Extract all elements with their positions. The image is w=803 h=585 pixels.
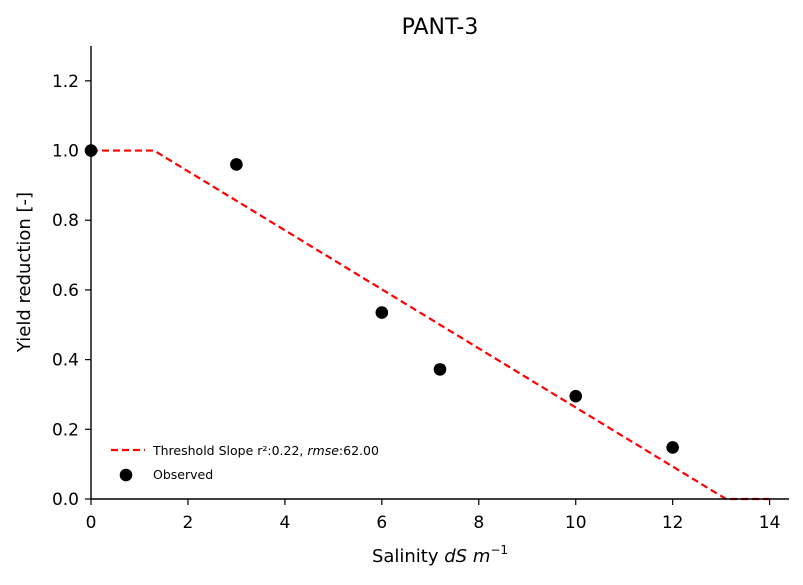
x-tick-label: 4 bbox=[279, 513, 290, 533]
x-axis-label-base: Salinity bbox=[372, 546, 444, 567]
x-axis-label-exponent: −1 bbox=[490, 543, 508, 557]
y-axis-label: Yield reduction [-] bbox=[14, 192, 35, 353]
y-tick-label: 0.4 bbox=[52, 351, 79, 371]
legend-label-threshold-slope: Threshold Slope r²:0.22, rmse:62.00 bbox=[152, 443, 379, 458]
observed-point bbox=[569, 389, 583, 403]
legend-label-rmse: rmse bbox=[307, 443, 339, 458]
legend-scatter-swatch bbox=[119, 468, 133, 482]
x-axis-label: Salinity dS m−1 bbox=[372, 543, 508, 567]
y-tick-label: 0.2 bbox=[52, 420, 79, 440]
x-tick-label: 10 bbox=[565, 513, 587, 533]
x-tick-label: 6 bbox=[376, 513, 387, 533]
x-tick-label: 12 bbox=[662, 513, 684, 533]
legend: Threshold Slope r²:0.22, rmse:62.00 Obse… bbox=[111, 443, 379, 482]
x-axis-label-unit: dS m bbox=[444, 546, 490, 567]
x-tick-label: 14 bbox=[759, 513, 781, 533]
y-tick-label: 1.0 bbox=[52, 142, 79, 162]
observed-point bbox=[666, 441, 679, 454]
y-tick-label: 0.8 bbox=[52, 211, 79, 231]
x-tick-label: 8 bbox=[473, 513, 484, 533]
observed-point bbox=[230, 158, 243, 171]
x-tick-label: 0 bbox=[86, 513, 97, 533]
legend-label-threshold-prefix: Threshold Slope r²:0.22, bbox=[152, 443, 307, 458]
y-tick-label: 0.0 bbox=[52, 490, 79, 510]
chart-title: PANT-3 bbox=[402, 15, 479, 40]
y-tick-label: 0.6 bbox=[52, 281, 79, 301]
observed-point bbox=[375, 306, 389, 319]
legend-label-rmse-value: :62.00 bbox=[339, 443, 379, 458]
x-tick-label: 2 bbox=[183, 513, 194, 533]
observed-point bbox=[433, 363, 447, 376]
y-tick-label: 1.2 bbox=[52, 72, 79, 92]
y-axis-ticks: 0.0 0.2 0.4 0.6 0.8 1.0 1.2 bbox=[52, 72, 91, 510]
legend-label-observed: Observed bbox=[153, 467, 213, 482]
x-axis-ticks: 0 2 4 6 8 10 12 14 bbox=[86, 499, 781, 533]
